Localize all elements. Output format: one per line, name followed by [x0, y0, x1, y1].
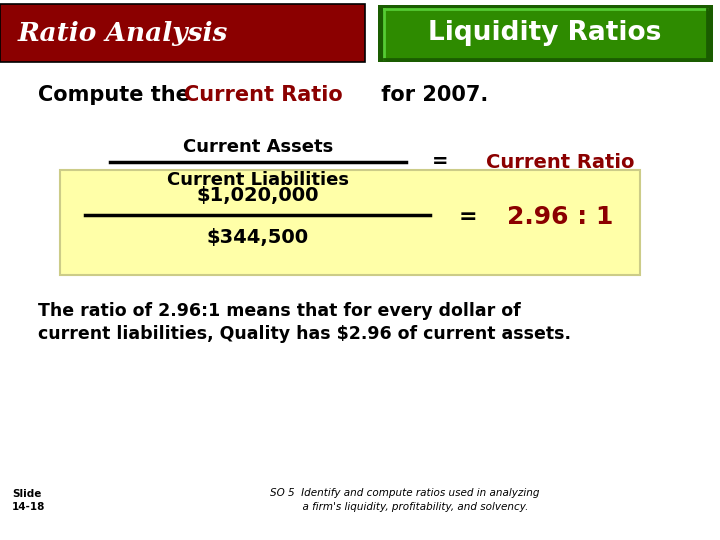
Text: =: = [459, 207, 477, 227]
Text: 2.96 : 1: 2.96 : 1 [507, 205, 613, 229]
Text: Slide
14-18: Slide 14-18 [12, 489, 45, 512]
Text: Liquidity Ratios: Liquidity Ratios [428, 20, 662, 46]
Text: SO 5  Identify and compute ratios used in analyzing
          a firm's liquidity: SO 5 Identify and compute ratios used in… [270, 488, 539, 512]
Text: Current Assets: Current Assets [183, 138, 333, 156]
Text: =: = [432, 152, 449, 172]
Text: Current Ratio: Current Ratio [184, 85, 343, 105]
Text: $1,020,000: $1,020,000 [197, 186, 319, 205]
FancyBboxPatch shape [0, 4, 365, 62]
Text: for 2007.: for 2007. [374, 85, 488, 105]
FancyBboxPatch shape [384, 9, 707, 59]
FancyBboxPatch shape [60, 170, 640, 275]
Text: The ratio of 2.96:1 means that for every dollar of: The ratio of 2.96:1 means that for every… [38, 302, 521, 320]
FancyBboxPatch shape [378, 5, 713, 62]
Text: Compute the: Compute the [38, 85, 197, 105]
Text: Current Ratio: Current Ratio [486, 152, 634, 172]
Text: $344,500: $344,500 [207, 228, 309, 247]
Text: current liabilities, Quality has $2.96 of current assets.: current liabilities, Quality has $2.96 o… [38, 325, 571, 343]
Text: Current Liabilities: Current Liabilities [167, 171, 349, 189]
Text: Ratio Analysis: Ratio Analysis [18, 21, 228, 45]
